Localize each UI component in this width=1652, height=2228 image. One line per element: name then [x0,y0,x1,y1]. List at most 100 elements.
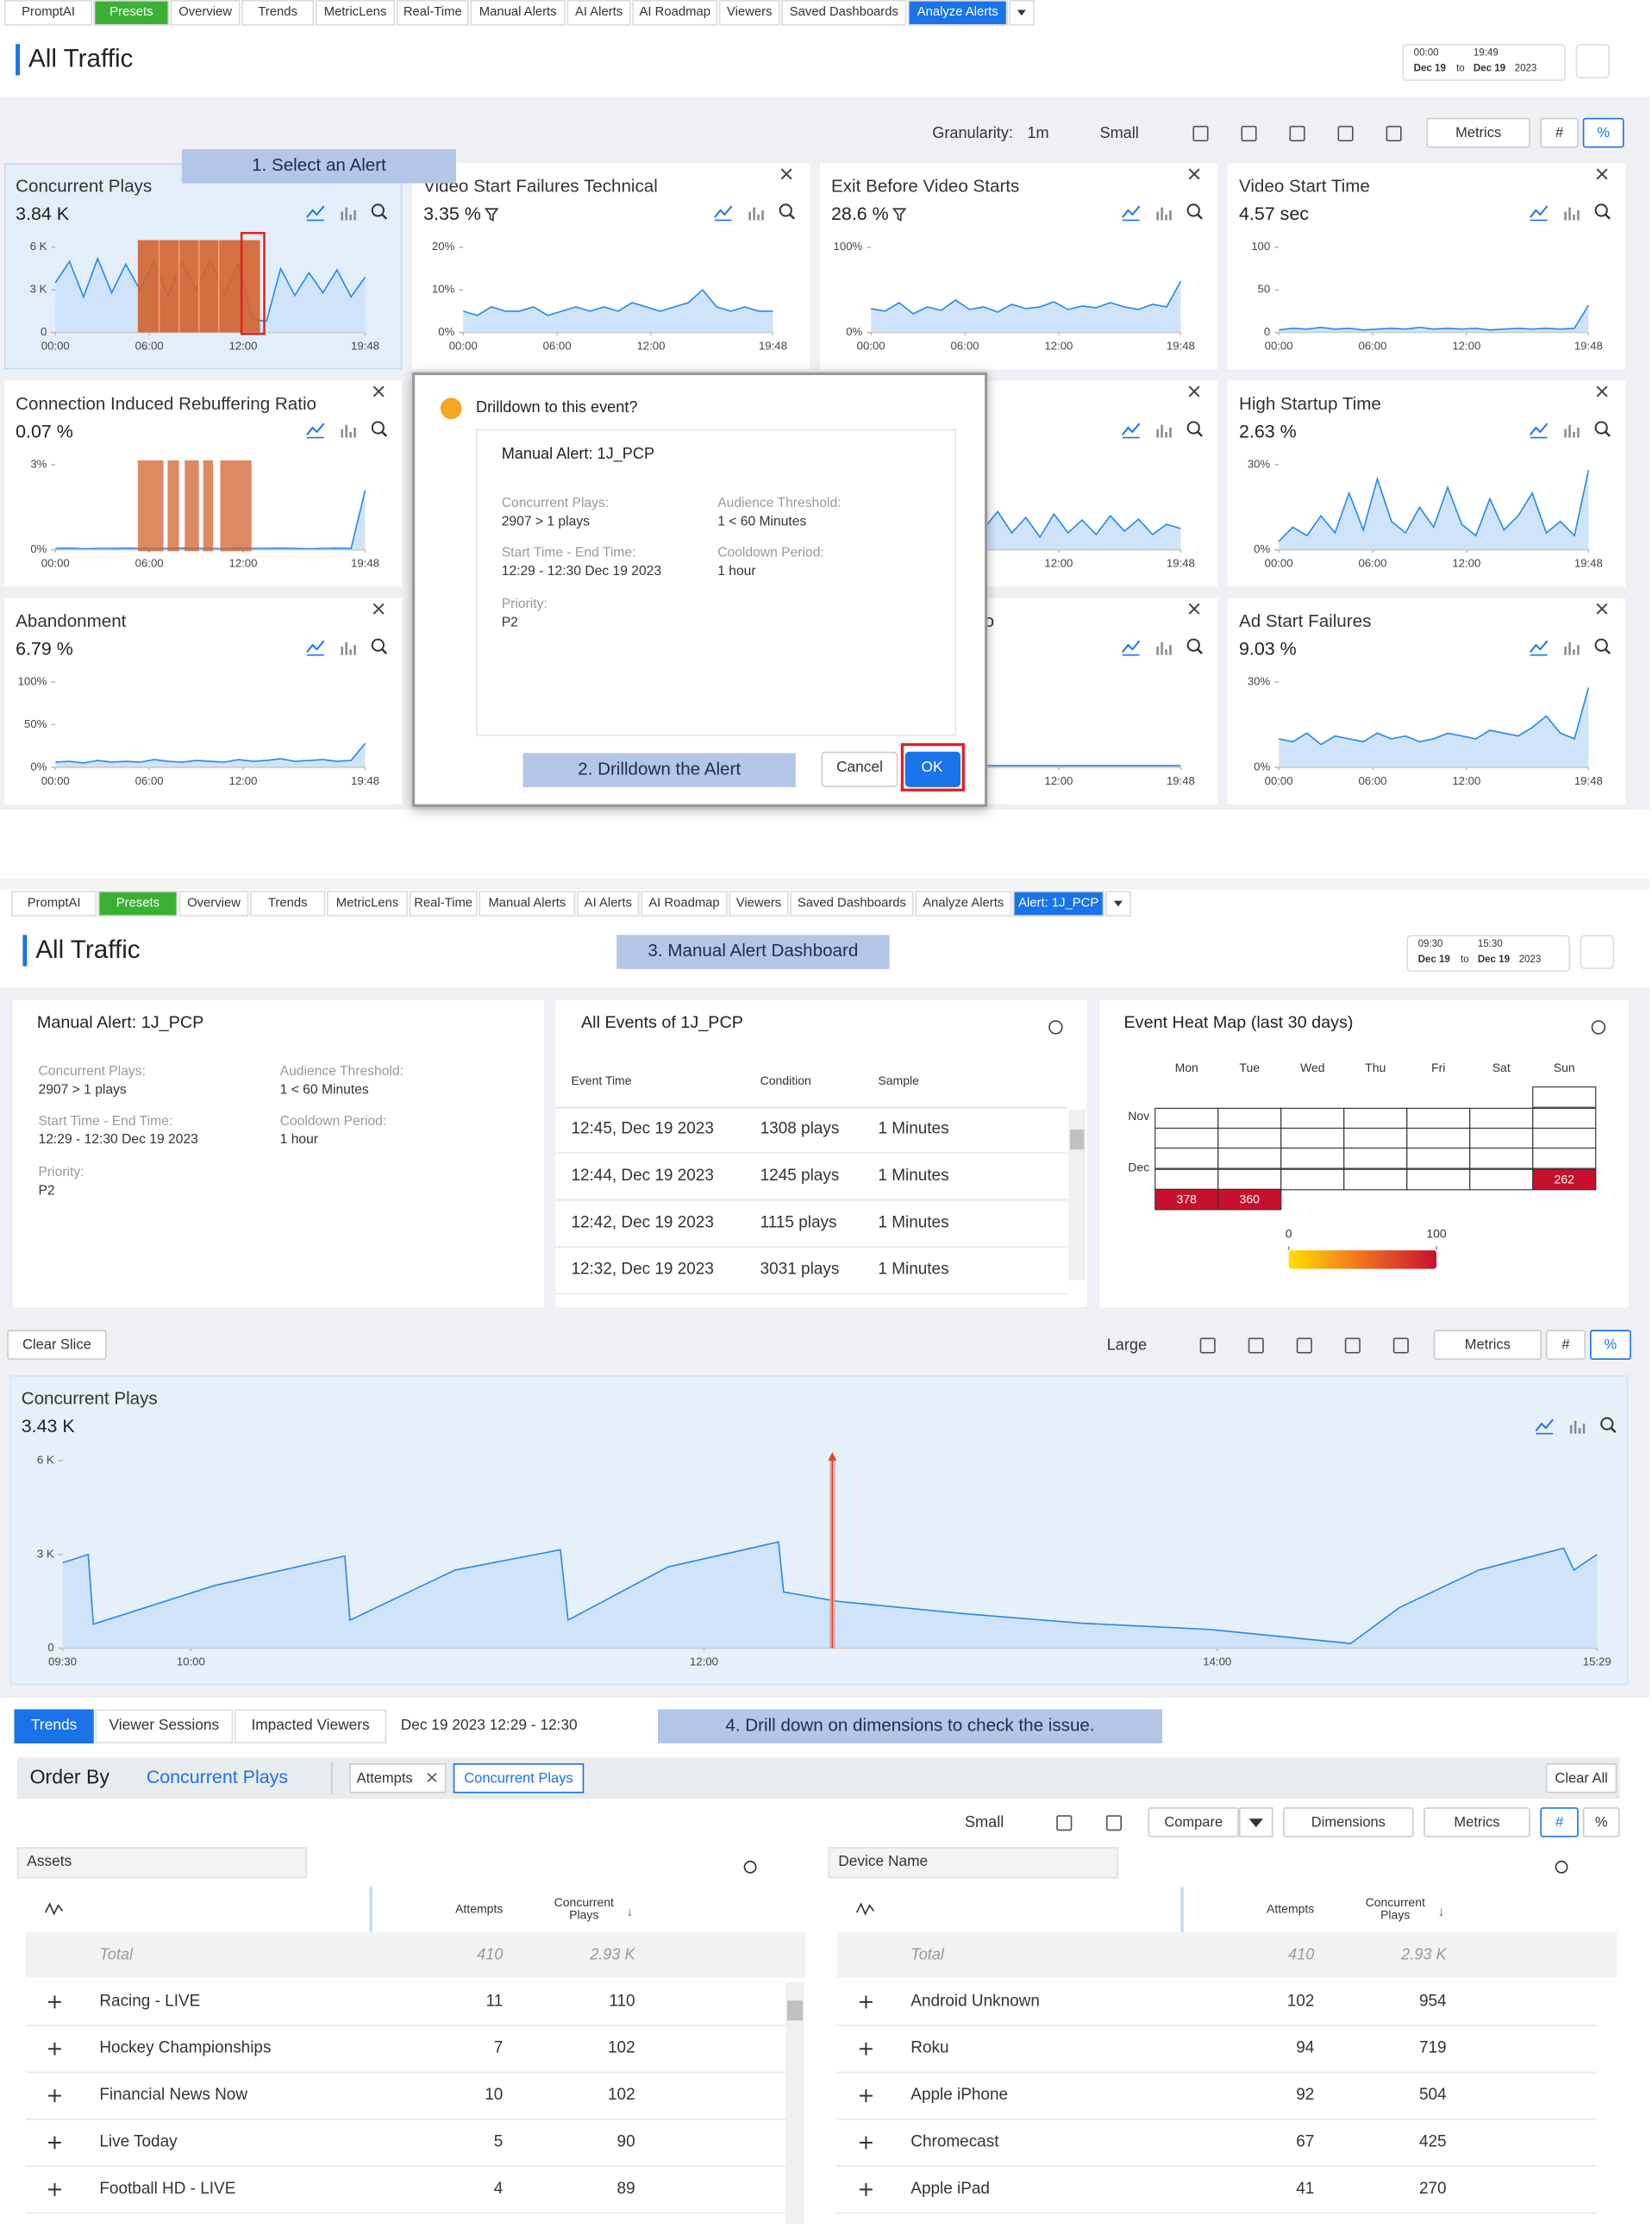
nav-tab-label[interactable]: Overview [178,4,233,19]
cancel-button[interactable] [821,751,898,787]
nav-tab-label[interactable]: MetricLens [323,4,387,19]
nav-tab[interactable] [577,891,640,917]
metric-tile[interactable] [1227,598,1626,804]
nav-tab[interactable] [250,891,326,917]
nav-tab[interactable] [1012,891,1104,917]
row-name[interactable]: Football HD - LIVE [99,2180,236,2198]
nav-tab[interactable] [632,0,718,26]
nav-tab-label[interactable]: AI Roadmap [648,895,720,910]
count-button[interactable] [1545,1330,1586,1361]
filter-chip[interactable] [349,1763,447,1793]
count-button[interactable] [1540,1807,1579,1837]
nav-tab-label[interactable]: Real-Time [414,895,473,910]
date-range[interactable] [1406,935,1570,973]
nav-tab[interactable] [241,0,315,26]
metric-tile[interactable] [1227,163,1626,370]
nav-tab[interactable] [97,891,178,917]
trends-tab-label[interactable]: Trends [31,1717,78,1734]
nav-tab[interactable] [409,891,478,917]
granularity-select[interactable]: 1m [1027,124,1049,142]
nav-tab-label[interactable]: AI Alerts [584,895,632,910]
nav-tab[interactable] [790,891,914,917]
trends-tab[interactable] [95,1709,234,1743]
compare-dropdown[interactable] [1238,1807,1273,1837]
metric-tile[interactable] [3,380,403,587]
ok-button[interactable] [904,751,961,787]
trends-tab[interactable] [234,1709,387,1743]
nav-tab-label[interactable]: Viewers [735,895,782,910]
settings-button[interactable] [1580,935,1615,969]
nav-tab-label[interactable]: Viewers [727,4,773,19]
percent-button[interactable] [1582,117,1624,148]
clear-slice-button-label[interactable]: Clear Slice [22,1336,91,1353]
nav-tab-label[interactable]: Analyze Alerts [923,895,1004,910]
nav-tab-label[interactable]: Manual Alerts [479,4,557,19]
dimension-select[interactable] [16,1847,307,1879]
nav-tab[interactable] [479,891,576,917]
nav-tab[interactable] [908,0,1008,26]
row-name[interactable]: Live Today [99,2133,178,2151]
nav-tab-label[interactable]: Saved Dashboards [797,895,906,910]
percent-button[interactable] [1590,1330,1631,1361]
row-name[interactable]: Apple iPad [910,2180,990,2198]
nav-tab[interactable] [729,891,789,917]
nav-tab[interactable] [915,891,1012,917]
clear-all-button[interactable] [1545,1763,1618,1793]
nav-tab-label[interactable]: Real-Time [403,4,462,19]
count-button[interactable] [1540,117,1579,148]
nav-tab-label[interactable]: MetricLens [335,895,399,910]
dimension-select[interactable] [828,1847,1118,1879]
row-name[interactable]: Racing - LIVE [99,1993,201,2011]
nav-tab-label[interactable]: AI Alerts [574,4,623,19]
metric-tile[interactable] [1227,380,1626,587]
nav-tab[interactable] [470,0,566,26]
nav-tab-label[interactable]: Alert: 1J_PCP [1018,895,1099,910]
nav-tab[interactable] [315,0,396,26]
nav-tab-label[interactable]: AI Roadmap [639,4,710,19]
metrics-button-label[interactable]: Metrics [1454,1814,1500,1831]
count-button-label[interactable]: # [1561,1336,1570,1353]
trends-tab-label[interactable]: Viewer Sessions [109,1717,220,1734]
nav-tab-label[interactable]: Presets [116,895,160,910]
percent-button-label[interactable]: % [1594,1814,1608,1831]
metrics-button[interactable] [1426,117,1530,148]
nav-tab[interactable] [566,0,631,26]
trends-tab[interactable] [14,1709,94,1743]
nav-tab-label[interactable]: Analyze Alerts [917,4,998,19]
nav-tab-label[interactable]: PromptAI [27,895,81,910]
compare-button[interactable] [1148,1807,1239,1837]
count-button-label[interactable]: # [1555,1814,1564,1831]
nav-tab[interactable] [3,0,93,26]
cancel-label[interactable]: Cancel [836,759,883,777]
nav-tab[interactable] [781,0,907,26]
size-select[interactable]: Small [1099,124,1139,142]
metrics-button-label[interactable]: Metrics [1464,1336,1511,1353]
chip-label[interactable]: Concurrent Plays [464,1770,573,1787]
nav-tab[interactable] [178,891,249,917]
metrics-button[interactable] [1424,1807,1530,1837]
row-name[interactable]: Hockey Championships [99,2039,272,2057]
date-range[interactable] [1402,44,1566,81]
percent-button-label[interactable]: % [1604,1336,1618,1353]
percent-button-label[interactable]: % [1597,125,1610,141]
order-by-select[interactable]: Concurrent Plays [146,1766,289,1787]
size-select[interactable]: Small [964,1814,1004,1832]
dimensions-button-label[interactable]: Dimensions [1311,1814,1386,1831]
count-button-label[interactable]: # [1555,125,1564,141]
nav-tab[interactable] [11,891,97,917]
dimensions-button[interactable] [1283,1807,1414,1837]
ok-label[interactable]: OK [921,759,943,777]
row-name[interactable]: Apple iPhone [910,2087,1009,2105]
clear-slice-button[interactable] [7,1330,107,1361]
nav-tab-label[interactable]: Overview [187,895,241,910]
nav-tab-label[interactable]: Saved Dashboards [789,4,898,19]
nav-tab[interactable] [641,891,728,917]
dimension-label[interactable]: Assets [27,1853,72,1871]
row-name[interactable]: Android Unknown [910,1993,1040,2011]
chip-label[interactable]: Attempts [356,1770,413,1787]
size-select[interactable]: Large [1106,1336,1148,1355]
row-name[interactable]: Financial News Now [99,2087,248,2105]
nav-tab-label[interactable]: PromptAI [22,4,75,19]
metric-tile[interactable] [3,598,403,804]
metrics-button[interactable] [1433,1330,1542,1361]
